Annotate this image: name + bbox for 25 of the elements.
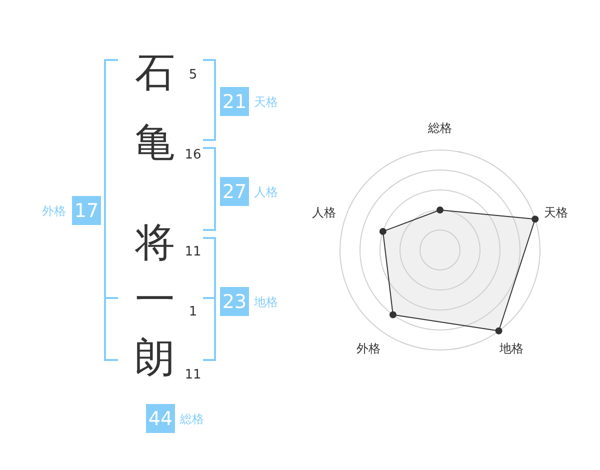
category-label: 石 — [135, 50, 175, 96]
text: 23 — [222, 291, 247, 313]
text: 総格 — [179, 412, 204, 426]
text: 44 — [148, 408, 173, 430]
text: 27 — [222, 181, 247, 203]
text: 21 — [222, 91, 247, 113]
data-label: 5 — [188, 68, 198, 82]
category-label: 朗 — [135, 335, 175, 381]
data-label: 1 — [188, 304, 198, 320]
data-label: 11 — [184, 244, 202, 260]
spoke-label: 天格 — [544, 205, 568, 220]
category-label: 亀 — [135, 120, 175, 166]
spoke-label: 人格 — [312, 205, 336, 220]
category-label: 将 — [134, 220, 175, 266]
data-label: 16 — [184, 148, 202, 162]
spoke-label: 外格 — [356, 342, 380, 356]
category-label: 一 — [135, 277, 175, 323]
spoke-label: 地格 — [498, 342, 524, 356]
data-label: 11 — [184, 368, 202, 382]
text: 17 — [74, 200, 99, 222]
text: 地格 — [253, 295, 278, 309]
text: 外格 — [42, 204, 66, 218]
spoke-label: 総格 — [427, 121, 452, 135]
text: 人格 — [254, 185, 278, 199]
text: 天格 — [254, 95, 278, 109]
